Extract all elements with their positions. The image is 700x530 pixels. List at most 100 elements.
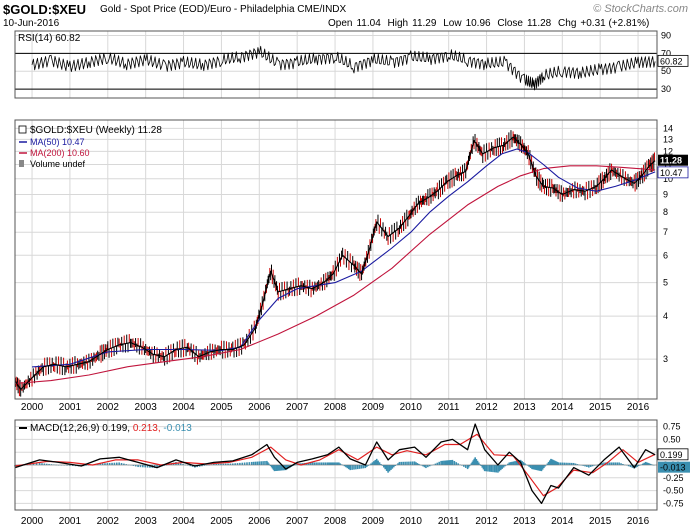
macd-y-tick-label: 0.50 <box>663 434 681 444</box>
macd-histogram-bar <box>347 465 350 470</box>
macd-histogram-bar <box>144 465 146 468</box>
rsi-y-tick-label: 70 <box>661 48 671 58</box>
macd-histogram-bar <box>434 463 437 465</box>
macd-histogram-bar <box>134 465 137 467</box>
macd-histogram-bar <box>224 463 227 465</box>
macd-histogram-bar <box>111 462 113 465</box>
macd-histogram-bar <box>365 465 368 467</box>
macd-histogram-bar <box>198 465 201 467</box>
x-tick-label: 2004 <box>172 402 195 413</box>
macd-histogram-bar <box>311 462 314 465</box>
macd-histogram-bar <box>139 465 142 468</box>
macd-histogram-bar <box>123 463 125 465</box>
macd-title: MACD(12,26,9) 0.199, 0.213, -0.013 <box>30 423 192 434</box>
rsi-y-tick-label: 30 <box>661 84 671 94</box>
x-tick-label: 2008 <box>324 516 347 527</box>
macd-histogram-bar <box>509 462 512 465</box>
macd-histogram-bar <box>177 462 180 465</box>
macd-histogram-bar <box>538 465 540 471</box>
macd-histogram-bar <box>467 465 470 468</box>
high-label: High <box>387 18 409 29</box>
macd-histogram-bar <box>50 464 53 465</box>
low-label: Low <box>443 18 462 29</box>
macd-histogram-bar <box>125 464 128 465</box>
x-tick-label: 2012 <box>475 402 498 413</box>
macd-histogram-bar <box>466 465 469 470</box>
macd-histogram-bar <box>324 462 327 465</box>
macd-histogram-bar <box>569 462 571 465</box>
macd-histogram-bar <box>636 465 638 467</box>
macd-histogram-bar <box>267 463 270 465</box>
high-value: 11.29 <box>412 18 437 29</box>
macd-histogram-bar <box>514 461 516 465</box>
macd-histogram-bar <box>567 462 569 465</box>
macd-histogram-bar <box>101 463 104 465</box>
macd-panel-frame <box>14 419 658 511</box>
macd-histogram-bar <box>440 460 442 465</box>
x-tick-label: 2003 <box>135 516 158 527</box>
macd-histogram-bar <box>498 465 501 472</box>
macd-histogram-bar <box>108 462 111 465</box>
x-tick-label: 2011 <box>438 402 460 413</box>
macd-histogram-bar <box>610 462 613 465</box>
macd-histogram-bar <box>71 465 74 466</box>
x-tick-label: 2002 <box>97 516 120 527</box>
macd-histogram-bar <box>118 462 120 465</box>
price-y-tick-label: 5 <box>663 278 668 288</box>
macd-histogram-bar <box>463 465 465 467</box>
macd-histogram-bar <box>217 463 220 465</box>
macd-histogram-bar <box>241 462 244 465</box>
macd-histogram-bar <box>441 460 444 465</box>
macd-histogram-bar <box>408 461 410 465</box>
macd-histogram-bar <box>99 463 102 465</box>
macd-histogram-bar <box>552 459 554 465</box>
macd-histogram-bar <box>397 463 399 465</box>
price-y-tick-label: 9 <box>663 190 668 200</box>
macd-histogram-bar <box>643 462 646 465</box>
macd-histogram-bar <box>457 463 459 465</box>
x-tick-label: 2012 <box>475 516 498 527</box>
macd-histogram-bar <box>120 463 123 465</box>
macd-histogram-bar <box>338 462 340 465</box>
macd-histogram-bar <box>191 465 194 467</box>
macd-histogram-bar <box>552 460 555 465</box>
macd-histogram-bar <box>282 465 284 471</box>
macd-histogram-bar <box>474 457 476 465</box>
macd-histogram-bar <box>629 465 632 468</box>
macd-histogram-bar <box>541 465 544 470</box>
macd-histogram-bar <box>649 463 652 465</box>
price-y-tick-label: 12 <box>663 146 673 156</box>
macd-histogram-bar <box>476 460 479 465</box>
macd-histogram-bar <box>584 465 586 467</box>
macd-histogram-bar <box>353 465 355 470</box>
macd-histogram-bar <box>627 465 630 467</box>
macd-histogram-bar <box>277 465 280 471</box>
macd-histogram-bar <box>35 463 38 465</box>
macd-histogram-bar <box>572 462 575 465</box>
macd-histogram-bar <box>487 465 489 472</box>
close-value: 11.28 <box>526 18 552 29</box>
macd-histogram-bar <box>406 461 408 465</box>
macd-histogram-bar <box>260 461 262 465</box>
macd-histogram-bar <box>231 463 234 465</box>
macd-histogram-bar <box>475 459 478 465</box>
macd-histogram-bar <box>570 462 573 465</box>
macd-histogram-bar <box>335 462 337 465</box>
macd-histogram-bar <box>48 463 50 465</box>
macd-histogram-bar <box>563 462 566 465</box>
macd-histogram-bar <box>631 465 634 468</box>
price-y-tick-label: 13 <box>663 134 673 144</box>
x-tick-label: 2002 <box>97 402 120 413</box>
macd-histogram-bar <box>246 462 248 465</box>
macd-histogram-bar <box>254 461 257 465</box>
macd-histogram-bar <box>227 463 229 465</box>
macd-histogram-bar <box>444 460 447 465</box>
rsi-line <box>31 45 656 91</box>
macd-histogram-bar <box>448 460 451 465</box>
macd-histogram-bar <box>546 463 549 465</box>
macd-histogram-bar <box>518 460 521 465</box>
macd-histogram-bar <box>320 462 323 465</box>
macd-histogram-bar <box>438 461 441 465</box>
macd-histogram-bar <box>398 461 401 465</box>
x-tick-label: 2009 <box>362 516 385 527</box>
